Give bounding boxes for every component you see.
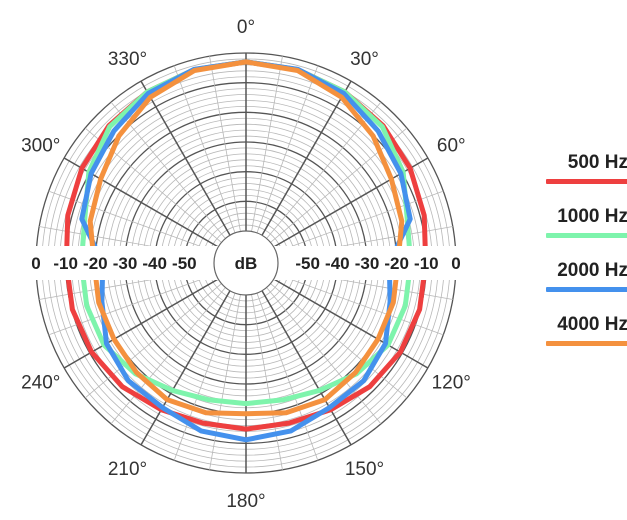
grid-spoke-minor (84, 283, 222, 399)
grid-spoke-minor (251, 56, 283, 232)
grid-spoke-minor (173, 292, 236, 461)
legend: 500 Hz 1000 Hz 2000 Hz 4000 Hz (540, 150, 627, 366)
radial-scale-label: -20 (83, 254, 108, 273)
grid-spoke-minor (209, 294, 241, 470)
radial-scale-label: -50 (295, 254, 320, 273)
legend-item: 2000 Hz (540, 258, 627, 312)
legend-item: 4000 Hz (540, 312, 627, 366)
grid-spoke-minor (266, 287, 382, 425)
angle-label: 300° (21, 136, 60, 157)
center-hub (213, 230, 279, 296)
radial-scale-label: 0 (451, 254, 460, 273)
series-line-2000-hz (79, 59, 413, 443)
grid-spoke-minor (209, 56, 241, 232)
series-line-1000-hz (78, 59, 414, 407)
series-line-500-hz (63, 59, 429, 432)
radial-scale-label: -30 (355, 254, 380, 273)
grid-spoke-major (140, 80, 231, 236)
grid-spoke-minor (256, 292, 319, 461)
legend-label: 500 Hz (567, 152, 627, 173)
legend-swatch (546, 179, 627, 184)
grid-spoke-minor (251, 294, 283, 470)
radial-scale-label: -20 (384, 254, 409, 273)
grid-spoke-minor (48, 190, 217, 253)
radial-scale-label: -10 (414, 254, 439, 273)
grid-spoke-major (261, 80, 352, 236)
legend-item: 1000 Hz (540, 204, 627, 258)
angle-label: 210° (108, 459, 147, 480)
angle-labels: 0° 30° 60° 120° 150° 180° 210° 240° 300° 330° (21, 17, 471, 512)
radial-scale-label: -10 (53, 254, 78, 273)
legend-label: 2000 Hz (557, 260, 627, 281)
series-line-4000-hz (87, 59, 405, 417)
legend-swatch (546, 233, 627, 238)
legend-label: 4000 Hz (557, 314, 627, 335)
angle-label: 120° (432, 373, 471, 394)
angle-label: 180° (226, 491, 265, 512)
radial-unit-label: dB (235, 254, 258, 273)
radial-scale-label: 0 (31, 254, 40, 273)
angle-label: 240° (21, 373, 60, 394)
legend-label: 1000 Hz (557, 206, 627, 227)
grid-spoke-minor (256, 65, 319, 234)
angle-label: 30° (350, 49, 379, 70)
angle-label: 0° (237, 17, 255, 38)
legend-swatch (546, 287, 627, 292)
radial-scale-label: -30 (113, 254, 138, 273)
legend-item: 500 Hz (540, 150, 627, 204)
legend-swatch (546, 341, 627, 346)
angle-label: 330° (108, 49, 147, 70)
radial-scale-label: -40 (325, 254, 350, 273)
angle-label: 60° (437, 136, 466, 157)
grid-spoke-major (261, 290, 352, 446)
grid-spoke-minor (110, 287, 226, 425)
series-lines (63, 59, 429, 443)
grid-spoke-minor (275, 190, 444, 253)
grid-spoke-minor (270, 283, 408, 399)
grid-spoke-minor (173, 65, 236, 234)
angle-label: 150° (345, 459, 384, 480)
radial-scale-label: -40 (142, 254, 167, 273)
grid-spoke-major (140, 290, 231, 446)
radial-scale-label: -50 (172, 254, 197, 273)
